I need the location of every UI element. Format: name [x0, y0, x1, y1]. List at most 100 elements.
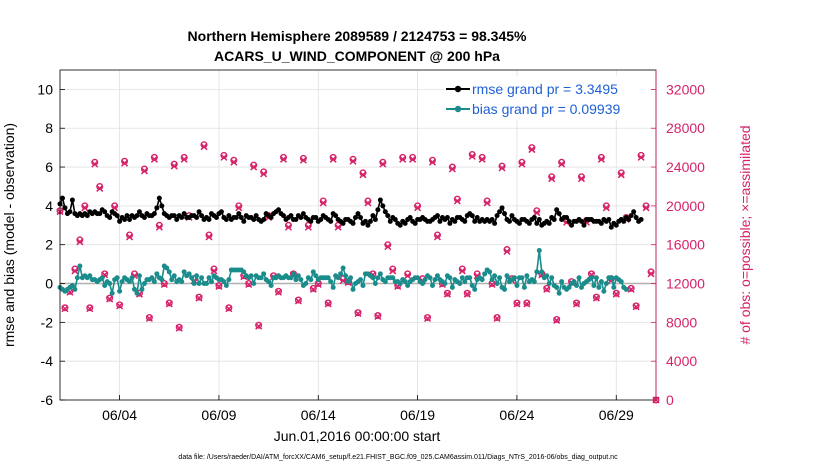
assimilated-obs-marker — [284, 223, 292, 231]
bias-point — [308, 277, 314, 283]
y-left-tick-label: 10 — [37, 81, 53, 97]
bias-point — [338, 271, 344, 277]
assimilated-obs-marker — [215, 282, 223, 290]
rmse-point — [551, 216, 557, 222]
rmse-point — [226, 213, 232, 219]
series-lines — [57, 195, 644, 296]
assimilated-obs-marker — [319, 199, 327, 207]
bias-point — [223, 282, 229, 288]
bias-point — [521, 284, 527, 290]
possible-obs-marker — [145, 314, 153, 322]
rmse-point — [199, 213, 205, 219]
rmse-point — [613, 222, 619, 228]
rmse-point — [340, 220, 346, 226]
rmse-point — [372, 216, 378, 222]
possible-obs-marker — [289, 270, 297, 278]
y-right-tick-label: 32000 — [666, 81, 705, 97]
rmse-point — [402, 220, 408, 226]
assimilated-obs-marker — [473, 272, 481, 280]
rmse-point — [154, 205, 160, 211]
possible-obs-marker — [513, 299, 521, 307]
assimilated-obs-marker — [424, 314, 432, 323]
assimilated-obs-marker — [483, 199, 491, 207]
bias-point — [154, 271, 160, 277]
bias-point — [328, 279, 334, 285]
rmse-point — [62, 205, 68, 211]
assimilated-obs-marker — [428, 158, 437, 166]
possible-obs-marker — [294, 296, 302, 304]
legend-rmse-label: rmse grand pr = 3.3495 — [472, 81, 618, 97]
rmse-point — [67, 209, 73, 215]
assimilated-obs-marker — [210, 267, 218, 275]
rmse-point — [281, 213, 286, 219]
assimilated-obs-marker — [533, 209, 541, 217]
rmse-point — [136, 209, 142, 215]
bias-point — [169, 277, 175, 283]
bias-point — [549, 275, 555, 281]
bias-point — [166, 269, 172, 275]
assimilated-obs-marker — [235, 204, 243, 212]
rmse-point — [300, 211, 306, 217]
rmse-point — [412, 220, 418, 226]
rmse-point — [293, 216, 299, 222]
assimilated-obs-marker — [389, 267, 397, 275]
possible-obs-marker — [424, 314, 432, 322]
rmse-point — [107, 215, 113, 221]
assimilated-obs-marker — [96, 184, 104, 192]
bias-point — [432, 277, 438, 283]
possible-obs-marker — [612, 289, 620, 297]
y-right-tick-label: 12000 — [666, 276, 705, 292]
possible-obs-marker — [374, 312, 382, 320]
bias-point — [189, 275, 195, 281]
bias-point — [303, 281, 309, 287]
bias-point — [325, 275, 331, 281]
y-right-tick-label: 24000 — [666, 159, 705, 175]
assimilated-obs-marker — [334, 223, 342, 231]
assimilated-obs-marker — [145, 314, 153, 323]
bias-point — [598, 279, 604, 285]
rmse-point — [353, 215, 359, 221]
bias-point — [588, 275, 594, 281]
bias-point — [487, 269, 493, 275]
bias-point — [415, 275, 421, 281]
rmse-point — [69, 197, 75, 203]
plot-area — [60, 70, 656, 400]
bias-point — [479, 277, 485, 283]
assimilated-obs-marker — [404, 272, 412, 280]
y-right-tick-label: 8000 — [666, 314, 697, 330]
rmse-point — [238, 215, 244, 221]
bias-point — [472, 286, 478, 292]
bias-point — [534, 269, 540, 275]
assimilated-obs-marker — [513, 300, 521, 308]
assimilated-obs-marker — [200, 143, 208, 151]
assimilated-obs-marker — [324, 300, 332, 308]
bias-point — [258, 275, 264, 281]
assimilated-obs-marker — [433, 233, 441, 241]
rmse-point — [268, 215, 274, 221]
bias-point — [375, 275, 381, 281]
assimilated-obs-marker — [155, 223, 163, 231]
assimilated-obs-marker — [453, 197, 461, 205]
y-axis-right-ticks: 0 4000 8000 12000 16000 20000 24000 28000 32000 — [651, 70, 705, 408]
y-axis-left-label: rmse and bias (model - observation) — [1, 123, 17, 347]
rmse-point — [288, 213, 294, 219]
assimilated-obs-marker — [255, 322, 263, 330]
bias-point — [226, 277, 232, 283]
assimilated-obs-marker — [573, 300, 581, 308]
assimilated-obs-marker — [66, 288, 74, 296]
assimilated-obs-marker — [126, 233, 134, 241]
bias-point — [139, 286, 145, 292]
assimilated-obs-marker — [250, 163, 258, 171]
legend-box — [444, 76, 650, 120]
bias-point — [107, 281, 113, 287]
bias-point — [434, 273, 440, 279]
assimilated-obs-marker — [106, 295, 114, 303]
possible-obs-marker — [195, 293, 203, 301]
bias-point — [248, 273, 254, 279]
y-left-tick-label: 4 — [45, 198, 53, 214]
bias-point — [514, 282, 520, 288]
assimilated-obs-marker — [294, 297, 302, 305]
assimilated-obs-marker — [275, 288, 283, 296]
bias-point — [593, 275, 599, 281]
